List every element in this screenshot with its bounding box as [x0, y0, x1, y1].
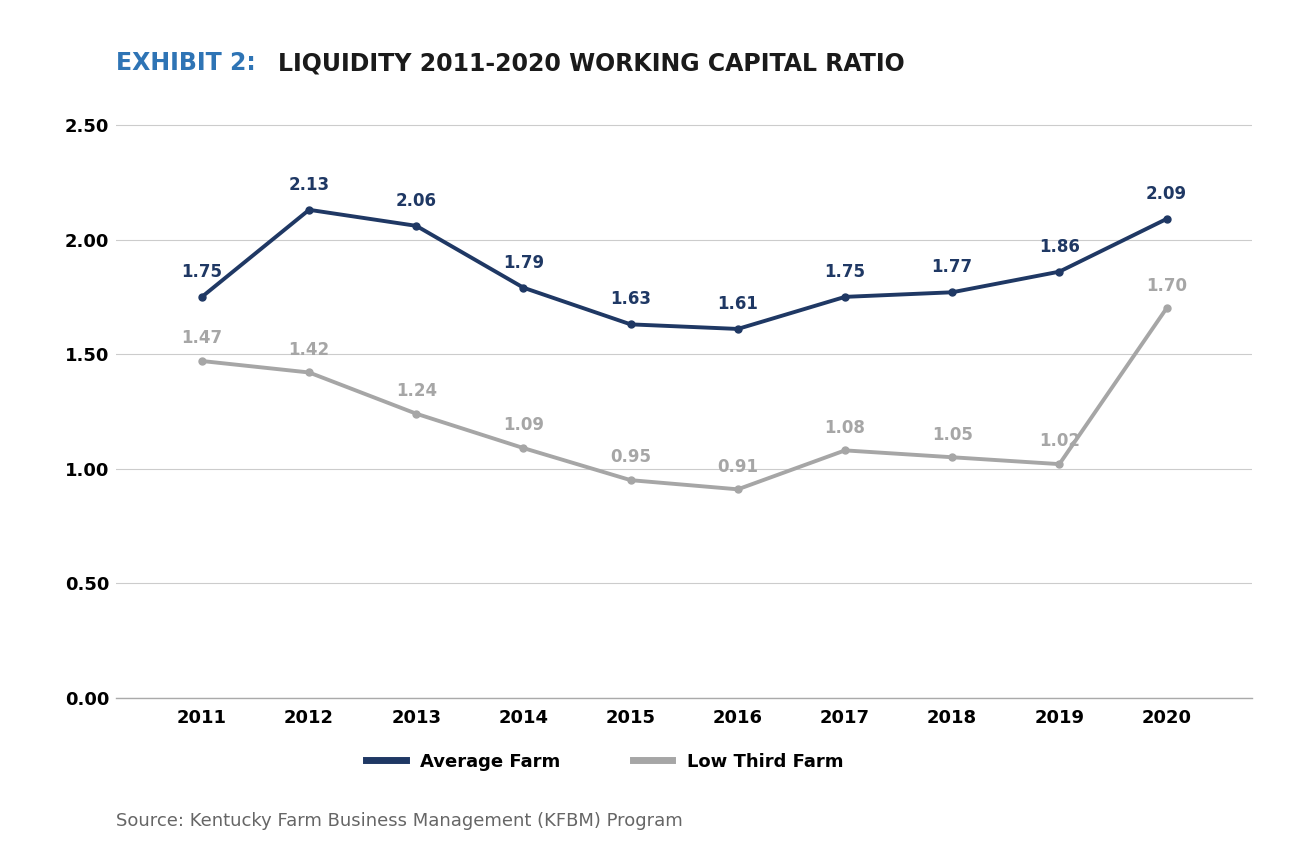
- Low Third Farm: [945, 452, 961, 462]
- Text: 1.75: 1.75: [825, 263, 865, 281]
- Text: 2.09: 2.09: [1146, 185, 1188, 203]
- Low Third Farm: [731, 484, 746, 494]
- Average Farm: [945, 287, 961, 297]
- Text: 1.24: 1.24: [396, 382, 436, 400]
- Average Farm: [194, 292, 209, 302]
- Text: 2.06: 2.06: [396, 191, 436, 210]
- Average Farm: [838, 292, 853, 302]
- Text: 1.86: 1.86: [1039, 237, 1079, 255]
- Text: 1.63: 1.63: [611, 290, 651, 308]
- Legend: Average Farm, Low Third Farm: Average Farm, Low Third Farm: [359, 745, 851, 778]
- Average Farm: [301, 205, 316, 215]
- Text: 1.61: 1.61: [718, 295, 758, 313]
- Text: 1.02: 1.02: [1039, 432, 1079, 450]
- Low Third Farm: [301, 368, 316, 378]
- Text: 1.08: 1.08: [825, 419, 865, 437]
- Line: Average Farm: Average Farm: [199, 206, 1170, 333]
- Average Farm: [731, 324, 746, 334]
- Average Farm: [1159, 214, 1175, 224]
- Text: 1.42: 1.42: [289, 340, 329, 359]
- Text: 1.77: 1.77: [932, 258, 972, 277]
- Low Third Farm: [194, 356, 209, 366]
- Average Farm: [622, 319, 638, 329]
- Text: Source: Kentucky Farm Business Management (KFBM) Program: Source: Kentucky Farm Business Managemen…: [116, 812, 683, 830]
- Text: 1.09: 1.09: [503, 416, 544, 434]
- Text: EXHIBIT 2:: EXHIBIT 2:: [116, 51, 256, 75]
- Text: 2.13: 2.13: [289, 176, 329, 194]
- Text: 1.75: 1.75: [182, 263, 222, 281]
- Low Third Farm: [515, 443, 531, 454]
- Text: 1.79: 1.79: [503, 254, 544, 271]
- Text: 0.95: 0.95: [611, 448, 651, 466]
- Text: 1.70: 1.70: [1146, 277, 1186, 294]
- Average Farm: [408, 220, 423, 231]
- Low Third Farm: [1052, 459, 1068, 469]
- Low Third Farm: [622, 475, 638, 485]
- Text: 1.05: 1.05: [932, 426, 972, 443]
- Text: 1.47: 1.47: [181, 329, 222, 347]
- Low Third Farm: [838, 445, 853, 455]
- Low Third Farm: [408, 408, 423, 419]
- Average Farm: [1052, 266, 1068, 277]
- Line: Low Third Farm: Low Third Farm: [199, 305, 1170, 493]
- Low Third Farm: [1159, 303, 1175, 313]
- Text: 0.91: 0.91: [718, 458, 758, 476]
- Average Farm: [515, 283, 531, 293]
- Text: LIQUIDITY 2011-2020 WORKING CAPITAL RATIO: LIQUIDITY 2011-2020 WORKING CAPITAL RATI…: [278, 51, 904, 75]
